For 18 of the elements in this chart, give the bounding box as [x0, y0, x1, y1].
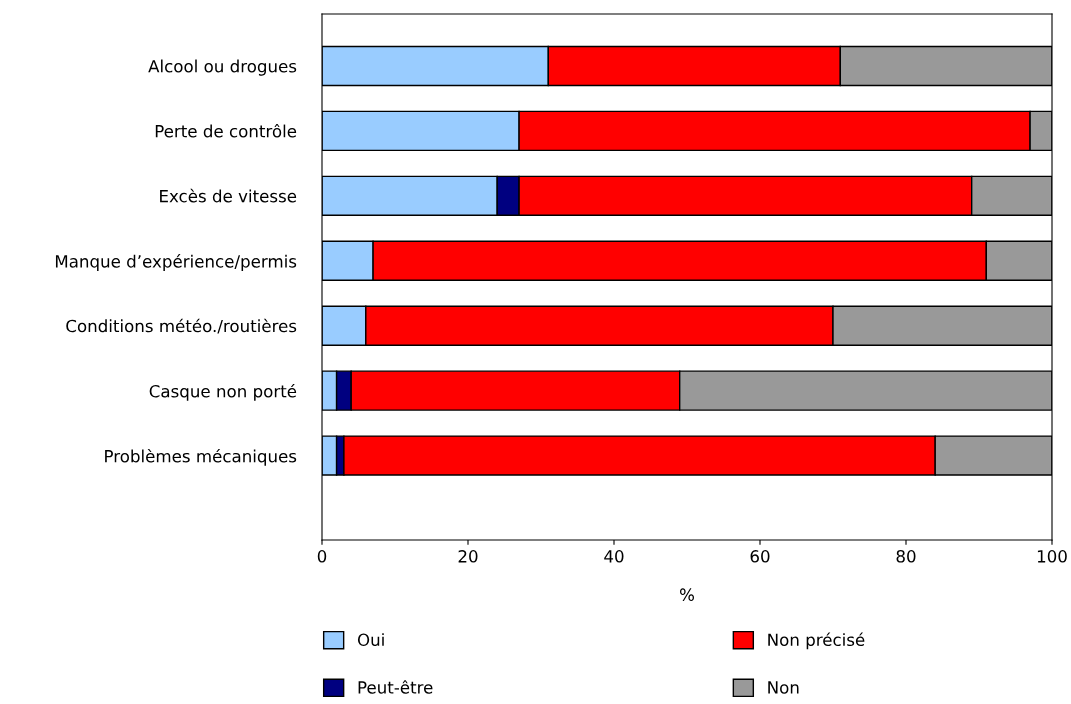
y-tick-label: Problèmes mécaniques: [105, 448, 297, 466]
x-axis-title: %: [680, 588, 694, 601]
x-tick-label: 100: [1037, 550, 1067, 563]
y-tick-label: Excès de vitesse: [160, 188, 297, 203]
y-tick-label: Conditions météo./routières: [66, 318, 297, 334]
x-tick-label: 20: [458, 550, 478, 563]
x-tick-label: 0: [317, 550, 327, 563]
legend-label: Oui: [357, 633, 384, 647]
y-tick-label: Casque non porté: [149, 383, 297, 401]
legend-label: Non précisé: [768, 632, 865, 650]
y-tick-label: Perte de contrôle: [155, 123, 297, 138]
x-tick-label: 40: [604, 550, 624, 563]
x-tick-label: 80: [896, 550, 916, 563]
legend-label: Non: [768, 681, 799, 694]
y-tick-label: Alcool ou drogues: [148, 59, 297, 76]
y-tick-label: Manque d’expérience/permis: [55, 254, 297, 271]
x-tick-label: 60: [750, 550, 770, 563]
legend-label: Peut-être: [358, 680, 433, 694]
